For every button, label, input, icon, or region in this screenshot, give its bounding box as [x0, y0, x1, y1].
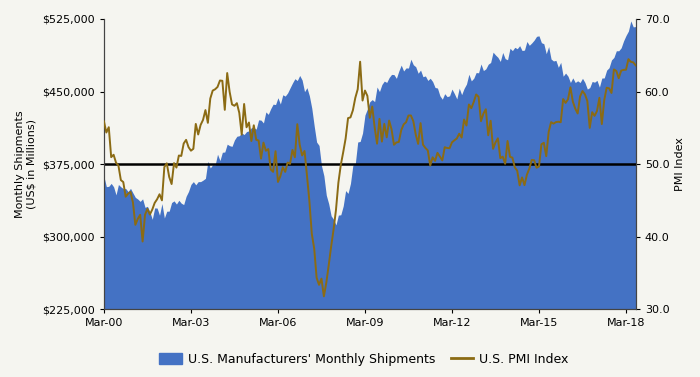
Y-axis label: PMI Index: PMI Index: [675, 137, 685, 191]
Y-axis label: Monthly Shipments
(US$ in Millions): Monthly Shipments (US$ in Millions): [15, 110, 36, 218]
Legend: U.S. Manufacturers' Monthly Shipments, U.S. PMI Index: U.S. Manufacturers' Monthly Shipments, U…: [155, 348, 573, 371]
